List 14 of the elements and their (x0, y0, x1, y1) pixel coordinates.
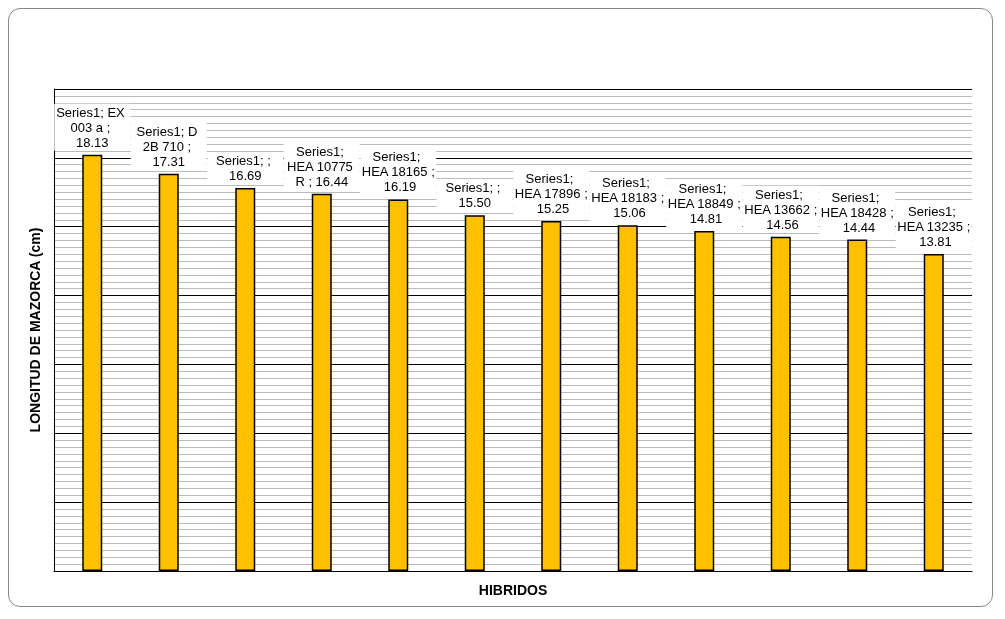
data-label: Series1; HEA 18165 ; 16.19 (361, 149, 435, 195)
data-label: Series1; HEA 17896 ; 15.25 (514, 170, 588, 216)
data-label: Series1; HEA 18428 ; 14.44 (820, 189, 894, 235)
data-label: Series1; HEA 10775 R ; 16.44 (287, 143, 357, 189)
data-label: Series1; ; 15.50 (445, 180, 505, 211)
data-label: Series1; HEA 13662 ; 14.56 (744, 186, 818, 232)
x-axis-title: HIBRIDOS (478, 582, 548, 598)
data-label: Series1; HEA 18849 ; 14.81 (667, 181, 741, 227)
data-label: Series1; EX 003 a ; 18.13 (56, 104, 129, 150)
data-label: Series1; D 2B 710 ; 17.31 (136, 123, 201, 169)
data-label: Series1; HEA 13235 ; 13.81 (897, 204, 971, 250)
data-label: Series1; HEA 18183 ; 15.06 (591, 175, 665, 221)
data-label: Series1; ; 16.69 (215, 152, 275, 183)
y-axis-title: LONGITUD DE MAZORCA (cm) (27, 227, 43, 433)
